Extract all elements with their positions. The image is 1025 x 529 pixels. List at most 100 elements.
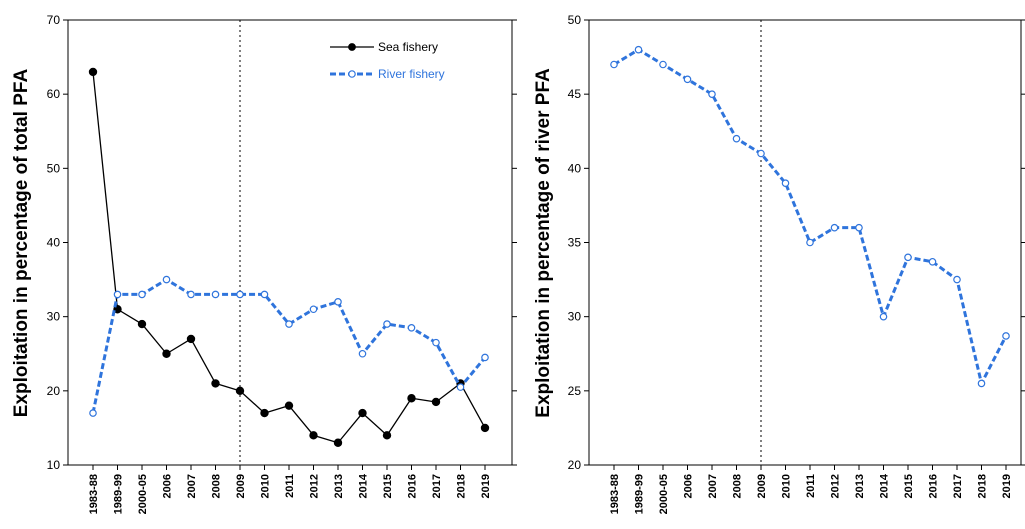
right-data-point-river xyxy=(879,312,888,321)
left-y-tick-label: 60 xyxy=(47,87,61,101)
right-x-tick-label: 1989-99 xyxy=(634,474,646,514)
right-y-axis-label: Exploitation in percentage of river PFA xyxy=(533,68,554,418)
left-x-tick-label: 2014 xyxy=(358,473,370,498)
left-data-point-sea-fishery xyxy=(480,423,490,433)
right-x-tick-label: 2011 xyxy=(805,474,817,498)
left-y-tick-label: 50 xyxy=(47,161,61,175)
right-data-point-river xyxy=(683,75,692,84)
left-data-point-river-fishery xyxy=(162,275,171,284)
left-data-point-sea-fishery xyxy=(431,397,441,407)
left-data-point-sea-fishery xyxy=(309,431,318,440)
left-x-tick-label: 2012 xyxy=(309,474,321,498)
left-data-point-river-fishery xyxy=(383,320,391,328)
left-y-tick-label: 30 xyxy=(47,310,61,324)
left-y-tick-label: 70 xyxy=(47,13,61,27)
left-data-point-river-fishery xyxy=(358,349,367,358)
left-data-point-sea-fishery xyxy=(260,408,269,418)
right-x-tick-label: 2010 xyxy=(781,474,793,498)
legend-river-fishery-marker xyxy=(348,70,356,78)
left-x-tick-label: 2013 xyxy=(333,474,345,498)
left-data-point-river-fishery xyxy=(236,290,244,299)
right-series-line-river xyxy=(613,48,1008,385)
right-x-tick-label: 2013 xyxy=(854,474,866,498)
right-data-point-river xyxy=(781,179,790,187)
right-y-tick-label: 35 xyxy=(568,236,582,250)
left-data-point-sea-fishery xyxy=(407,394,416,403)
left-x-tick-label: 2006 xyxy=(162,474,174,498)
right-data-point-river xyxy=(928,257,937,266)
right-plot-frame xyxy=(588,19,1022,466)
legend-sea-fishery-marker xyxy=(348,43,356,51)
left-data-point-sea-fishery xyxy=(186,334,196,344)
right-data-point-river xyxy=(708,90,716,98)
left-plot-frame xyxy=(67,19,513,466)
right-data-point-river xyxy=(855,223,863,232)
left-x-tick-label: 1983-88 xyxy=(88,474,100,514)
right-x-tick-label: 2018 xyxy=(977,474,989,498)
left-chart-panel: Exploitation in percentage of total PFA … xyxy=(11,13,517,514)
left-x-tick-label: 2017 xyxy=(431,474,443,498)
right-x-tick-label: 2008 xyxy=(732,474,744,498)
right-data-point-river xyxy=(806,238,814,247)
left-data-point-sea-fishery xyxy=(137,319,147,329)
right-x-tick-label: 2012 xyxy=(830,474,842,498)
left-data-point-river-fishery xyxy=(187,290,195,299)
right-x-tick-label: 2000-05 xyxy=(658,474,670,514)
left-x-tick-label: 2018 xyxy=(456,474,468,498)
right-y-tick-label: 40 xyxy=(568,161,582,175)
left-data-point-river-fishery xyxy=(260,290,269,299)
right-data-point-river xyxy=(830,223,839,232)
left-x-tick-label: 2007 xyxy=(186,474,198,498)
right-data-point-river xyxy=(732,134,741,143)
left-series-line-river-fishery xyxy=(91,278,487,414)
right-y-tick-label: 50 xyxy=(568,13,582,27)
right-data-point-river xyxy=(953,275,961,284)
legend: Sea fishery River fishery xyxy=(330,40,445,81)
right-x-tick-label: 2007 xyxy=(707,474,719,498)
left-y-axis-label: Exploitation in percentage of total PFA xyxy=(11,69,32,418)
left-data-point-river-fishery xyxy=(285,320,293,328)
left-data-point-sea-fishery xyxy=(235,386,245,396)
legend-sea-fishery-label: Sea fishery xyxy=(378,40,438,54)
left-data-point-river-fishery xyxy=(113,290,122,299)
left-data-point-river-fishery xyxy=(407,323,416,332)
legend-river-fishery-label: River fishery xyxy=(378,67,445,81)
left-x-tick-label: 2009 xyxy=(235,474,247,498)
left-data-point-sea-fishery xyxy=(333,438,343,447)
left-y-tick-label: 10 xyxy=(47,458,61,472)
left-x-tick-label: 2016 xyxy=(407,474,419,498)
right-data-point-river xyxy=(904,253,912,262)
right-data-point-river xyxy=(1002,332,1010,340)
left-x-tick-label: 2010 xyxy=(260,474,272,498)
left-data-point-river-fishery xyxy=(456,383,465,391)
right-x-tick-label: 2014 xyxy=(879,473,891,498)
right-data-point-river xyxy=(977,379,986,388)
left-x-tick-label: 2015 xyxy=(382,474,394,498)
left-x-tick-label: 2019 xyxy=(480,474,492,498)
left-data-point-river-fishery xyxy=(432,338,440,347)
left-x-tick-label: 2011 xyxy=(284,474,296,498)
left-data-point-river-fishery xyxy=(334,298,342,306)
right-y-tick-label: 45 xyxy=(568,87,582,101)
right-data-point-river xyxy=(634,45,643,54)
left-x-tick-label: 2000-05 xyxy=(137,474,149,514)
left-data-point-sea-fishery xyxy=(382,431,392,440)
right-data-point-river xyxy=(757,149,765,158)
right-data-point-river xyxy=(610,60,618,69)
right-x-tick-label: 2009 xyxy=(756,474,768,498)
left-data-point-river-fishery xyxy=(89,409,97,417)
right-y-tick-label: 30 xyxy=(568,310,582,324)
right-y-tick-label: 20 xyxy=(568,458,582,472)
right-x-tick-label: 2016 xyxy=(928,474,940,498)
left-series-line-sea-fishery xyxy=(92,71,486,444)
left-y-tick-label: 20 xyxy=(47,384,61,398)
right-data-point-river xyxy=(659,60,667,69)
left-data-point-river-fishery xyxy=(309,305,318,314)
left-data-point-river-fishery xyxy=(138,290,146,299)
right-y-tick-label: 25 xyxy=(568,384,582,398)
left-data-point-sea-fishery xyxy=(162,349,171,358)
left-data-point-sea-fishery xyxy=(358,408,367,418)
left-data-point-sea-fishery xyxy=(284,401,294,410)
left-x-tick-label: 1989-99 xyxy=(113,474,125,514)
right-x-tick-label: 2017 xyxy=(952,474,964,498)
